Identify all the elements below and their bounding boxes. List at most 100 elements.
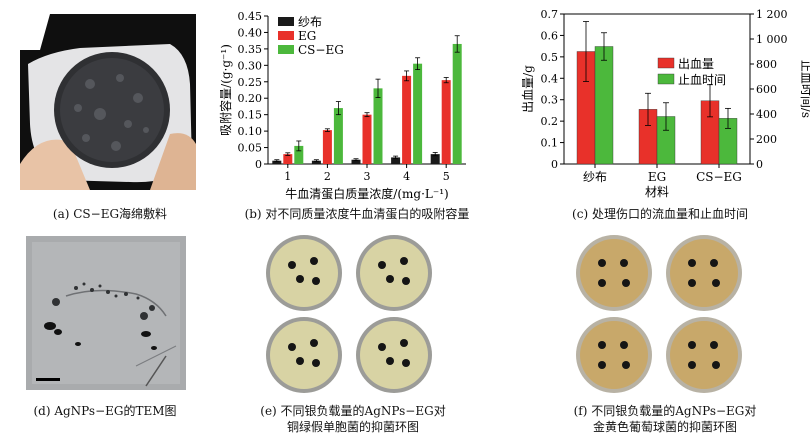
inhibition-well — [296, 275, 304, 283]
bleeding-chart: 0 0.1 0.2 0.3 0.4 0.5 0.6 0.7 0 200 400 600 800 1 000… — [521, 8, 810, 199]
y-tick-label: 0.05 — [238, 142, 263, 155]
inhibition-well — [288, 261, 296, 269]
bar — [391, 157, 401, 164]
x-tick-label: EG — [648, 170, 666, 184]
caption-c: (c) 处理伤口的流血量和止血时间 — [572, 207, 748, 221]
y2-tick-label: 600 — [756, 83, 777, 96]
x-axis-label: 牛血清蛋白质量浓度/(mg·L⁻¹) — [285, 186, 448, 201]
petri-dish-agar — [580, 239, 648, 307]
inhibition-well — [622, 361, 630, 369]
bar — [373, 88, 383, 164]
inhibition-well — [386, 275, 394, 283]
inhibition-well — [712, 361, 720, 369]
x-axis-label: 材料 — [645, 185, 669, 199]
inhibition-well — [312, 277, 320, 285]
inhibition-well — [288, 343, 296, 351]
bar — [283, 154, 293, 164]
inhibition-well — [688, 341, 696, 349]
petri-dish-agar — [670, 321, 738, 389]
sponge-photo — [20, 14, 196, 190]
inhibition-well — [598, 341, 606, 349]
legend-label: 纱布 — [298, 15, 322, 29]
x-tick-label: 1 — [284, 170, 291, 183]
y-axis-label: 吸附容量/(g·g⁻¹) — [218, 44, 233, 136]
y-tick-label: 0.30 — [238, 59, 263, 72]
inhibition-well — [400, 339, 408, 347]
y-tick-label: 0.10 — [238, 125, 263, 138]
inhibition-well — [598, 279, 606, 287]
petri-dish-agar — [580, 321, 648, 389]
inhibition-well — [378, 343, 386, 351]
caption-b: (b) 对不同质量浓度牛血清蛋白的吸附容量 — [244, 207, 470, 221]
bar — [413, 63, 423, 164]
y-tick-label: 0.2 — [541, 115, 559, 128]
legend-label: 出血量 — [678, 57, 714, 71]
tem-image — [26, 236, 186, 390]
inhibition-well — [598, 361, 606, 369]
caption-f-line2: 金黄色葡萄球菌的抑菌环图 — [592, 420, 737, 434]
petri-dish-agar — [270, 321, 338, 389]
inhibition-well — [688, 259, 696, 267]
y-tick-label: 0.7 — [541, 8, 559, 21]
x-tick-label: CS−EG — [696, 170, 742, 184]
inhibition-well — [310, 339, 318, 347]
y-tick-label: 0.15 — [238, 109, 263, 122]
legend-swatch — [657, 73, 675, 85]
inhibition-well — [402, 277, 410, 285]
inhibition-well — [620, 341, 628, 349]
y2-tick-label: 200 — [756, 133, 777, 146]
inhibition-well — [710, 259, 718, 267]
y-axis-label: 出血量/g — [521, 65, 535, 113]
bar — [351, 159, 361, 164]
y-tick-label: 0.1 — [541, 137, 559, 150]
caption-f-line1: (f) 不同银负载量的AgNPs−EG对 — [573, 404, 757, 418]
x-tick-label: 5 — [443, 170, 450, 183]
caption-a: (a) CS−EG海绵敷料 — [52, 207, 168, 221]
bar — [441, 80, 451, 164]
y2-axis-label: 止血时间/s — [799, 60, 810, 118]
petri-dish-agar — [270, 239, 338, 307]
y-tick-label: 0.25 — [238, 76, 263, 89]
inhibition-zone-image-e — [262, 233, 438, 395]
bar — [594, 46, 614, 165]
legend-label: CS−EG — [298, 43, 344, 57]
y2-tick-label: 1 000 — [756, 33, 788, 46]
inhibition-well — [710, 341, 718, 349]
bar — [311, 160, 321, 164]
y-tick-label: 0.6 — [541, 29, 559, 42]
legend-swatch — [278, 17, 294, 26]
y-tick-label: 0.35 — [238, 43, 263, 56]
y-tick-label: 0.4 — [541, 72, 559, 85]
y-tick-label: 0 — [255, 158, 262, 171]
y-tick-label: 0.45 — [238, 10, 263, 23]
y-tick-label: 0.5 — [541, 51, 559, 64]
y-tick-label: 0.40 — [238, 26, 263, 39]
inhibition-well — [310, 257, 318, 265]
caption-e-line1: (e) 不同银负载量的AgNPs−EG对 — [260, 404, 446, 418]
bar — [402, 75, 412, 164]
inhibition-well — [622, 279, 630, 287]
inhibition-well — [312, 359, 320, 367]
inhibition-well — [402, 359, 410, 367]
bar — [294, 145, 304, 164]
inhibition-well — [378, 261, 386, 269]
adsorption-chart: 0 0.05 0.10 0.15 0.20 0.25 0.30 0.35 0.40 0.45 1 2 3… — [218, 10, 466, 201]
bar — [272, 160, 282, 164]
inhibition-well — [400, 257, 408, 265]
legend-swatch — [657, 57, 675, 69]
y2-tick-label: 0 — [756, 158, 763, 171]
x-tick-label: 2 — [324, 170, 331, 183]
bar — [452, 43, 462, 165]
inhibition-well — [386, 357, 394, 365]
y2-tick-label: 400 — [756, 108, 777, 121]
y2-tick-label: 1 200 — [756, 8, 788, 21]
petri-dish-agar — [670, 239, 738, 307]
petri-dish-agar — [360, 321, 428, 389]
caption-d: (d) AgNPs−EG的TEM图 — [33, 404, 177, 418]
inhibition-zone-image-f — [572, 233, 748, 395]
inhibition-well — [688, 279, 696, 287]
inhibition-well — [688, 361, 696, 369]
y2-tick-label: 800 — [756, 58, 777, 71]
legend-label: 止血时间 — [678, 73, 726, 87]
x-tick-label: 4 — [403, 170, 410, 183]
